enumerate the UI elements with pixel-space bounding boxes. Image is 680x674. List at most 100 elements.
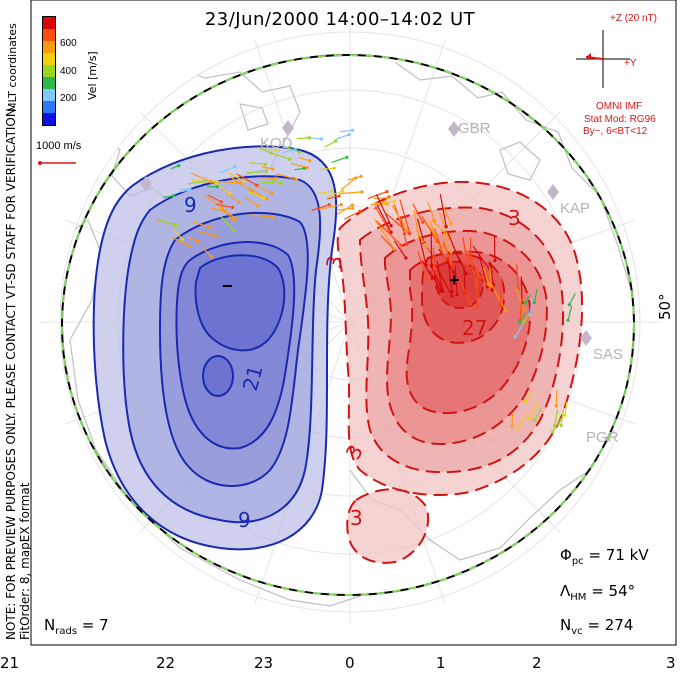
velocity-vector — [172, 237, 191, 247]
velocity-vector — [283, 148, 296, 154]
mlt-tick-2: 2 — [532, 654, 542, 672]
velocity-vector — [528, 401, 538, 419]
contour-neg-27b — [202, 355, 234, 397]
velocity-vector-origin — [443, 258, 447, 262]
radar-marker-kod — [140, 176, 152, 192]
velocity-vector — [416, 218, 425, 243]
velocity-vector-origin — [475, 305, 479, 309]
velocity-vector — [425, 220, 445, 251]
radar-marker-sas — [547, 184, 559, 200]
velocity-vector — [271, 152, 291, 160]
velocity-vector-origin — [430, 276, 434, 280]
radar-marker-gbr — [282, 120, 294, 136]
velocity-vector-origin — [442, 248, 446, 252]
mlt-tick-23: 23 — [254, 654, 274, 672]
contour-label-pos-a: 3 — [508, 206, 521, 230]
velocity-vector-origin — [513, 335, 517, 339]
velocity-vector-origin — [455, 293, 459, 297]
velocity-vector — [315, 190, 333, 195]
velocity-vector — [499, 277, 503, 306]
velocity-vector — [551, 417, 562, 433]
velocity-vector — [236, 173, 258, 186]
velocity-vector — [270, 178, 282, 184]
velocity-vector-origin — [334, 139, 338, 143]
velocity-vector-origin — [567, 303, 572, 307]
velocity-vector — [158, 219, 177, 226]
velocity-vector-origin — [440, 287, 444, 291]
velocity-vector-origin — [522, 320, 526, 324]
velocity-vector-origin — [450, 294, 454, 298]
velocity-vector-origin — [425, 278, 429, 282]
velocity-vector-origin — [209, 226, 213, 230]
velocity-vector — [421, 215, 438, 242]
velocity-vector — [227, 172, 245, 182]
velocity-vector-origin — [424, 244, 428, 249]
velocity-vector — [432, 247, 436, 274]
velocity-vector — [296, 137, 310, 140]
velocity-vector-origin — [405, 243, 409, 247]
colorbar-segment — [43, 29, 55, 41]
radar-label-gbr: GBR — [458, 120, 491, 137]
velocity-vector-origin — [408, 232, 412, 236]
velocity-vector-origin — [553, 424, 557, 428]
velocity-vector-origin — [490, 288, 494, 292]
velocity-vector — [421, 260, 433, 279]
velocity-vector — [399, 199, 411, 234]
velocity-vector — [515, 263, 519, 289]
velocity-vector — [317, 167, 335, 171]
velocity-vector-origin — [466, 263, 470, 267]
velocity-vector — [187, 180, 205, 185]
velocity-vector-origin — [171, 194, 175, 198]
velocity-vector-origin — [228, 192, 232, 196]
velocity-vector-origin — [449, 250, 453, 254]
colorbar-segment — [43, 77, 55, 89]
mlt-tick-22: 22 — [156, 654, 176, 672]
contour-label-neg-c: 9 — [238, 508, 251, 532]
fitorder-note: FitOrder: 8, mapEX format — [18, 482, 32, 640]
velocity-vector-origin — [305, 165, 309, 170]
velocity-vector-origin — [297, 150, 302, 154]
velocity-vector-origin — [360, 190, 364, 194]
hm-boundary-dash — [61, 54, 635, 596]
velocity-vector — [339, 191, 363, 195]
velocity-vector-origin — [330, 189, 334, 193]
velocity-vector-origin — [180, 237, 184, 241]
coast-island-b — [499, 141, 541, 181]
velocity-vector — [492, 286, 507, 312]
velocity-vector-origin — [358, 209, 362, 213]
velocity-vector-origin — [449, 221, 453, 226]
velocity-vector — [374, 206, 390, 231]
velocity-vector-origin — [293, 147, 298, 151]
velocity-vector-origin — [237, 200, 241, 205]
velocity-vector-origin — [389, 224, 393, 228]
radar-label-kod: KOD — [260, 135, 293, 152]
velocity-vector — [441, 234, 452, 253]
velocity-vector-origin — [487, 282, 491, 286]
velocity-vector-origin — [517, 321, 521, 325]
velocity-vector — [413, 209, 420, 239]
latitude-label: 50° — [656, 293, 674, 320]
velocity-vector-origin — [347, 133, 351, 137]
velocity-vector — [529, 298, 533, 315]
velocity-vector-origin — [359, 174, 363, 179]
velocity-vector-origin — [405, 228, 409, 232]
radar-label-sas: SAS — [593, 346, 624, 363]
velocity-vector — [477, 272, 494, 293]
colorbar-segment — [43, 113, 55, 125]
velocity-vector — [524, 294, 532, 304]
velocity-vector — [276, 173, 297, 181]
velocity-vector — [391, 205, 408, 231]
velocity-vector-origin — [209, 180, 213, 184]
velocity-vector-origin — [385, 190, 389, 194]
radar-marker-kap — [448, 121, 460, 137]
velocity-vector-origin — [421, 220, 425, 224]
colorbar-segment — [43, 65, 55, 77]
velocity-vector-origin — [389, 230, 393, 234]
stat-nrads: Nrads = 7 — [44, 616, 109, 637]
velocity-vector — [429, 270, 442, 292]
velocity-vector — [219, 165, 236, 174]
velocity-vector-origin — [215, 180, 219, 184]
colorbar-segment — [43, 41, 55, 53]
contour-pos-33 — [434, 260, 484, 310]
velocity-vector-origin — [350, 128, 355, 132]
